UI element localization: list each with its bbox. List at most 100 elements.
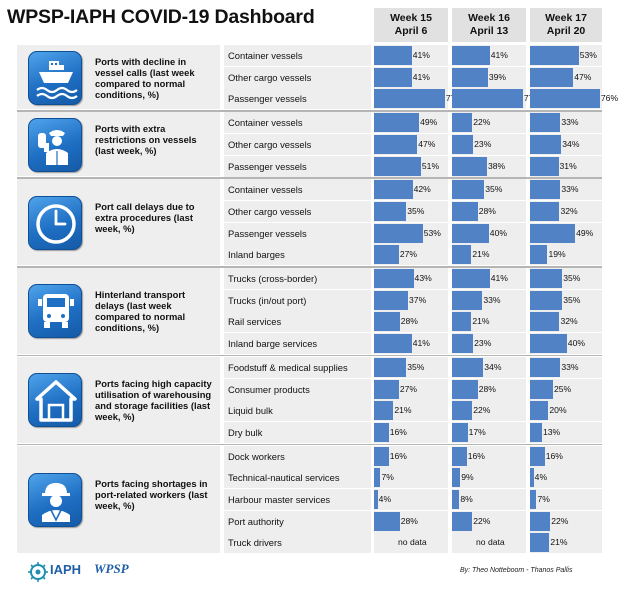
row-label: Inland barges (228, 249, 285, 261)
chart-bar (452, 468, 461, 488)
data-label: 16% (545, 450, 563, 461)
chart-bar (530, 201, 560, 221)
group-separator (17, 110, 602, 112)
category-label: Port call delays due to extra procedures… (95, 200, 195, 234)
data-label: 51% (421, 160, 440, 171)
data-label: 13% (542, 426, 561, 437)
row-background (224, 445, 371, 467)
data-label: 39% (488, 71, 507, 82)
data-label: 35% (563, 273, 581, 283)
row-label: Dock workers (228, 450, 285, 462)
chart-bar (374, 156, 421, 176)
row-background (224, 356, 371, 378)
week-date: April 13 (469, 25, 509, 37)
data-label: 34% (562, 138, 580, 149)
row-label: Liquid bulk (228, 405, 273, 417)
row-label: Passenger vessels (228, 227, 307, 239)
row-background (224, 133, 371, 155)
chart-bar (452, 290, 483, 310)
data-label: 41% (490, 50, 508, 60)
cell-background (530, 244, 602, 266)
row-label: Passenger vessels (228, 93, 307, 105)
data-label: 21% (472, 316, 490, 327)
week-label: Week 15 (390, 12, 432, 24)
data-label: 20% (549, 405, 567, 416)
data-label: 16% (467, 450, 485, 461)
chart-bar (530, 379, 553, 399)
row-background (224, 489, 371, 510)
data-label: 33% (561, 184, 579, 195)
chart-bar (530, 245, 548, 265)
chart-bar (452, 46, 490, 65)
category-label: Hinterland transport delays (last week c… (95, 289, 186, 334)
cell-background (452, 445, 526, 467)
row-label: Trucks (cross-border) (228, 273, 318, 284)
chart-bar (374, 245, 399, 265)
chart-bar (530, 113, 561, 133)
chart-bar (374, 46, 412, 65)
chart-bar (374, 67, 412, 87)
credit-text: By: Theo Notteboom - Thanos Pallis (460, 567, 573, 574)
chart-bar (374, 401, 394, 421)
chart-bar (374, 180, 413, 200)
chart-bar (530, 290, 563, 310)
group-separator (17, 443, 602, 446)
chart-bar (374, 379, 399, 399)
chart-bar (452, 269, 490, 288)
chart-bar (530, 180, 561, 200)
data-label: 22% (473, 515, 491, 526)
row-background (224, 244, 371, 266)
data-label: 49% (420, 117, 438, 128)
row-label: Container vessels (228, 117, 303, 129)
row-background (224, 179, 371, 201)
category-label: Ports with decline in vessel calls (last… (95, 55, 195, 100)
row-background (224, 333, 371, 355)
data-label: 9% (461, 472, 474, 483)
truck-icon (28, 284, 82, 339)
cell-background (374, 445, 448, 467)
chart-bar (374, 511, 400, 531)
data-label: 16% (389, 450, 407, 461)
row-label: Consumer products (228, 383, 310, 395)
chart-bar (374, 89, 445, 109)
chart-bar (530, 223, 576, 243)
data-label: 21% (394, 405, 412, 416)
chart-bar (452, 511, 473, 531)
chart-bar (530, 533, 550, 553)
iaph-logo-text: IAPH (50, 562, 82, 577)
chart-bar (374, 134, 418, 154)
row-label: Passenger vessels (228, 160, 307, 172)
ship-icon (28, 50, 82, 105)
data-label: 53% (423, 227, 441, 238)
row-label: Technical-nautical services (228, 472, 340, 484)
cell-background (530, 489, 602, 510)
cell-background (452, 489, 526, 510)
chart-bar (530, 67, 574, 87)
chart-bar (452, 180, 485, 200)
chart-bar (530, 468, 534, 488)
data-label: 53% (579, 50, 597, 60)
category-label: Ports facing high capacity utilisation o… (95, 378, 212, 423)
row-background (224, 378, 371, 400)
week-label: Week 17 (545, 12, 587, 24)
category-label: Ports with extra restrictions on vessels… (95, 122, 197, 156)
row-label: Other cargo vessels (228, 205, 312, 217)
data-label: 33% (561, 361, 579, 372)
row-label: Inland barge services (228, 338, 318, 350)
chart-bar (452, 422, 468, 442)
row-background (224, 45, 371, 66)
chart-bar (374, 113, 420, 133)
data-label: 23% (474, 138, 492, 149)
data-label: 37% (409, 294, 427, 305)
chart-bar (530, 334, 567, 354)
data-label: 22% (473, 117, 491, 128)
data-label: 31% (559, 160, 577, 171)
row-label: Harbour master services (228, 494, 331, 505)
chart-bar (452, 245, 472, 265)
chart-bar (452, 201, 478, 221)
chart-bar (452, 401, 473, 421)
chart-bar (530, 156, 559, 176)
cell-background (452, 532, 526, 554)
data-label: 41% (412, 50, 430, 60)
chart-bar (374, 223, 423, 243)
